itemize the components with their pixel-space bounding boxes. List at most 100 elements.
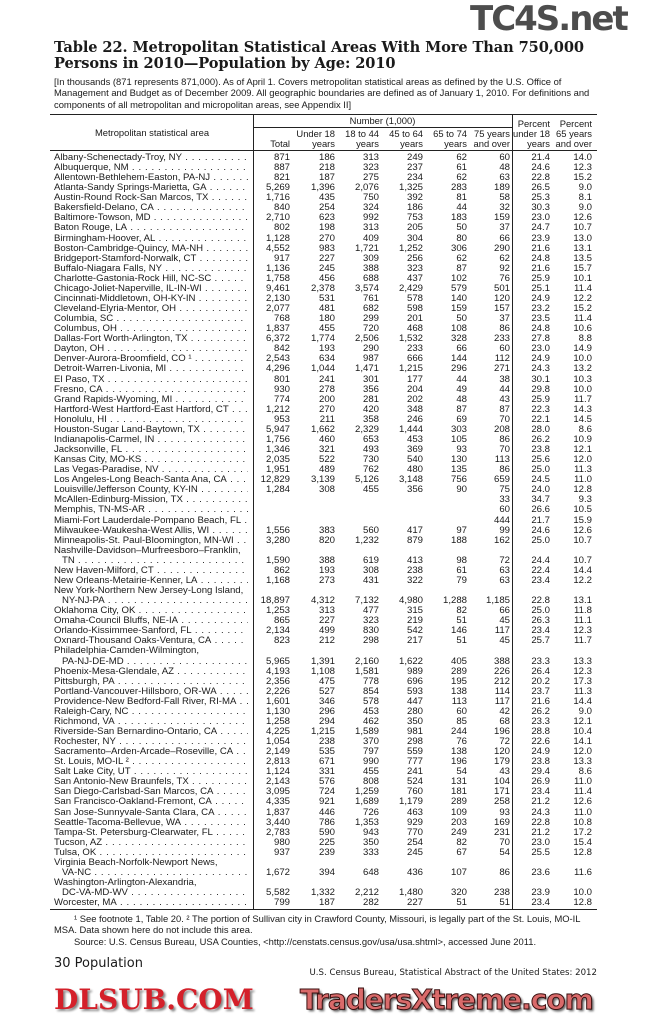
area-name: Houston-Sugar Land-Baytown, TX bbox=[54, 425, 248, 435]
area-name: Grand Rapids-Wyoming, MI bbox=[54, 395, 248, 405]
cell-total: 953 bbox=[273, 413, 290, 425]
cell-total: 5,947 bbox=[265, 423, 290, 435]
area-name: PA-NJ-DE-MD bbox=[54, 657, 248, 667]
cell-percent-65-and-over: 15.2 bbox=[573, 172, 592, 184]
area-name: Raleigh-Cary, NC bbox=[54, 707, 248, 717]
cell-percent-65-and-over: 13.2 bbox=[573, 363, 592, 375]
cell-percent-65-and-over: 8.6 bbox=[578, 766, 592, 778]
cell-65-to-74: 85 bbox=[456, 715, 467, 727]
cell-65-to-74: 1,288 bbox=[442, 595, 467, 607]
cell-under-18: 535 bbox=[318, 746, 335, 758]
watermark-middle: DLSUB.COM bbox=[54, 983, 254, 1016]
cell-percent-under-18: 23.4 bbox=[531, 897, 550, 909]
cell-percent-under-18: 26.2 bbox=[531, 433, 550, 445]
cell-65-to-74: 82 bbox=[456, 836, 467, 848]
cell-percent-under-18: 28.0 bbox=[531, 423, 550, 435]
cell-percent-under-18: 34.7 bbox=[531, 494, 550, 506]
table-top-rule bbox=[50, 114, 597, 115]
area-name: Hartford-West Hartford-East Hartford, CT bbox=[54, 405, 248, 415]
cell-75-and-over: 70 bbox=[499, 836, 510, 848]
cell-75-and-over: 86 bbox=[499, 323, 510, 335]
cell-percent-under-18: 22.8 bbox=[531, 172, 550, 184]
area-name: Honolulu, HI bbox=[54, 415, 248, 425]
cell-75-and-over: 51 bbox=[499, 897, 510, 909]
cell-18-to-44: 2,160 bbox=[354, 655, 379, 667]
cell-under-18: 212 bbox=[318, 635, 335, 647]
cell-18-to-44: 797 bbox=[362, 746, 379, 758]
area-name: TN bbox=[54, 556, 248, 566]
cell-75-and-over: 58 bbox=[499, 192, 510, 204]
cell-percent-65-and-over: 10.0 bbox=[573, 353, 592, 365]
cell-18-to-44: 648 bbox=[362, 866, 379, 878]
cell-under-18: 294 bbox=[318, 715, 335, 727]
cell-under-18: 218 bbox=[318, 162, 335, 174]
cell-under-18: 1,391 bbox=[310, 655, 335, 667]
cell-total: 3,440 bbox=[265, 816, 290, 828]
cell-under-18: 460 bbox=[318, 433, 335, 445]
cell-65-to-74: 87 bbox=[456, 262, 467, 274]
cell-percent-65-and-over: 11.3 bbox=[574, 464, 592, 476]
cell-under-18: 623 bbox=[318, 212, 335, 224]
cell-percent-under-18: 24.3 bbox=[531, 806, 550, 818]
cell-65-to-74: 51 bbox=[456, 615, 467, 627]
cell-percent-under-18: 23.2 bbox=[531, 303, 550, 315]
cell-percent-65-and-over: 10.4 bbox=[573, 725, 592, 737]
cell-total: 917 bbox=[273, 252, 290, 264]
cell-75-and-over: 114 bbox=[494, 685, 510, 697]
cell-total: 4,552 bbox=[265, 242, 290, 254]
cell-under-18: 383 bbox=[318, 524, 335, 536]
cell-65-to-74: 66 bbox=[456, 343, 467, 355]
cell-total: 1,716 bbox=[265, 192, 290, 204]
cell-under-18: 273 bbox=[318, 574, 335, 586]
cell-18-to-44: 324 bbox=[362, 202, 379, 214]
cell-65-to-74: 135 bbox=[450, 464, 467, 476]
area-name: NY-NJ-PA bbox=[54, 596, 248, 606]
cell-total: 2,226 bbox=[265, 685, 290, 697]
cell-percent-65-and-over: 15.2 bbox=[573, 303, 592, 315]
cell-percent-65-and-over: 17.2 bbox=[573, 826, 592, 838]
area-name: McAllen-Edinburg-Mission, TX bbox=[54, 495, 248, 505]
cell-75-and-over: 86 bbox=[499, 433, 510, 445]
cell-75-and-over: 63 bbox=[499, 574, 510, 586]
area-name: San Francisco-Oakland-Fremont, CA bbox=[54, 797, 248, 807]
cell-under-18: 1,044 bbox=[310, 363, 335, 375]
cell-percent-under-18: 25.3 bbox=[531, 192, 550, 204]
cell-percent-under-18: 22.8 bbox=[531, 595, 550, 607]
area-name: Albany-Schenectady-Troy, NY bbox=[54, 153, 248, 163]
cell-18-to-44: 462 bbox=[362, 715, 379, 727]
cell-75-and-over: 659 bbox=[493, 474, 510, 486]
cell-percent-under-18: 26.2 bbox=[531, 705, 550, 717]
cell-total: 2,543 bbox=[265, 353, 290, 365]
cell-65-to-74: 48 bbox=[456, 393, 467, 405]
cell-75-and-over: 68 bbox=[499, 715, 510, 727]
cell-65-to-74: 107 bbox=[450, 866, 467, 878]
cell-percent-65-and-over: 14.3 bbox=[573, 403, 592, 415]
cell-under-18: 254 bbox=[318, 202, 335, 214]
cell-percent-under-18: 25.0 bbox=[531, 464, 550, 476]
cell-percent-65-and-over: 14.4 bbox=[573, 564, 592, 576]
cell-under-18: 1,332 bbox=[310, 887, 335, 899]
cell-45-to-64: 666 bbox=[406, 353, 423, 365]
cell-percent-under-18: 24.7 bbox=[531, 222, 550, 234]
header-under-18: years bbox=[312, 138, 335, 149]
area-name: Albuquerque, NM bbox=[54, 163, 248, 173]
cell-65-to-74: 144 bbox=[450, 353, 467, 365]
cell-percent-under-18: 26.6 bbox=[531, 504, 550, 516]
cell-45-to-64: 322 bbox=[406, 574, 423, 586]
header-total: Total bbox=[270, 138, 290, 149]
cell-percent-under-18: 22.4 bbox=[531, 564, 550, 576]
header-percent-under-18: under 18 bbox=[512, 128, 550, 139]
cell-under-18: 531 bbox=[318, 292, 335, 304]
area-name: Louisville/Jefferson County, KY-IN bbox=[54, 485, 248, 495]
area-name: Baltimore-Towson, MD bbox=[54, 213, 248, 223]
cell-total: 4,193 bbox=[265, 665, 290, 677]
area-name: Dallas-Fort Worth-Arlington, TX bbox=[54, 334, 248, 344]
cell-75-and-over: 226 bbox=[493, 665, 510, 677]
cell-total: 1,130 bbox=[265, 705, 290, 717]
cell-percent-65-and-over: 11.4 bbox=[574, 313, 592, 325]
cell-75-and-over: 212 bbox=[493, 675, 510, 687]
cell-45-to-64: 413 bbox=[406, 554, 423, 566]
stub-divider bbox=[253, 114, 254, 909]
cell-75-and-over: 60 bbox=[499, 152, 510, 163]
cell-percent-under-18: 25.6 bbox=[531, 454, 550, 466]
